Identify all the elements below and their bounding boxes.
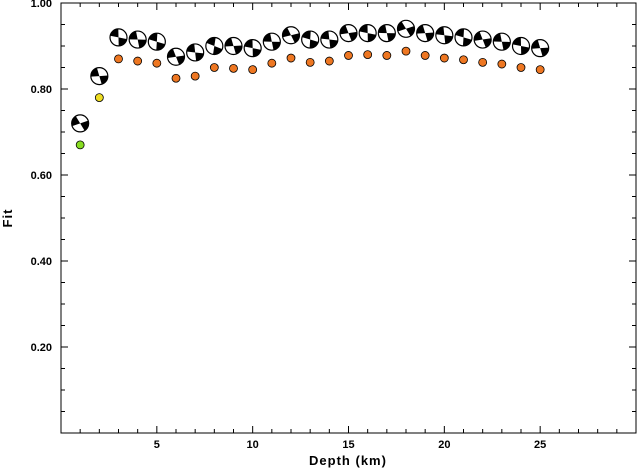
focal-mechanism-icon	[473, 30, 492, 49]
fit-point	[94, 93, 104, 102]
fit-point	[459, 55, 468, 65]
y-tick-label: 0.80	[31, 84, 52, 96]
focal-mechanism-icon	[186, 43, 205, 62]
focal-mechanism-icon	[531, 39, 550, 58]
focal-mechanism-icon	[416, 23, 435, 43]
plot-frame	[60, 2, 637, 434]
focal-mechanism-icon	[358, 23, 377, 43]
focal-mechanism-icon	[454, 28, 473, 47]
y-tick-label: 0.40	[31, 256, 52, 268]
focal-mechanism-icon	[262, 32, 281, 51]
focal-mechanism-icon	[128, 30, 147, 49]
focal-mechanism-icon	[396, 19, 416, 38]
fit-point	[286, 53, 296, 63]
fit-point	[324, 56, 334, 66]
focal-mechanism-icon	[147, 32, 166, 51]
focal-mechanism-icon	[243, 39, 262, 58]
focal-mechanism-icon	[71, 114, 90, 133]
y-tick-label: 0.60	[31, 170, 52, 182]
fit-point	[344, 51, 353, 60]
fit-point	[114, 54, 123, 64]
fit-point	[516, 63, 526, 72]
x-axis-label: Depth (km)	[309, 453, 387, 468]
fit-point	[420, 51, 430, 60]
fit-point	[190, 71, 200, 81]
focal-mechanism-icon	[281, 26, 301, 45]
x-tick-label: 15	[342, 439, 354, 451]
focal-mechanism-icon	[377, 23, 396, 43]
fit-point	[152, 58, 162, 68]
data-points	[71, 19, 550, 150]
fit-point	[535, 65, 545, 75]
fit-point	[363, 50, 373, 59]
x-axis-ticks: 5 10 15 20 25	[79, 3, 618, 451]
focal-mechanism-icon	[224, 36, 243, 56]
fit-point	[267, 58, 277, 68]
focal-mechanism-icon	[511, 36, 531, 56]
focal-mechanism-icon	[90, 66, 109, 86]
focal-mechanism-icon	[435, 26, 454, 45]
y-axis-ticks: 0.20 0.40 0.60 0.80 1.00	[31, 0, 636, 434]
fit-point	[171, 73, 181, 83]
fit-point	[133, 56, 143, 66]
fit-point	[497, 59, 507, 69]
fit-point	[305, 57, 315, 67]
y-tick-label: 0.20	[31, 342, 52, 354]
x-tick-label: 5	[154, 439, 160, 451]
focal-mechanism-icon	[492, 32, 511, 51]
fit-point	[382, 51, 392, 60]
fit-point	[229, 63, 238, 73]
focal-mechanism-icon	[205, 36, 224, 56]
x-tick-label: 25	[534, 439, 546, 451]
x-tick-label: 10	[247, 439, 259, 451]
y-axis-label: Fit	[0, 209, 15, 228]
focal-mechanism-icon	[109, 28, 128, 47]
focal-mechanism-icon	[339, 23, 358, 43]
y-tick-label: 1.00	[31, 0, 52, 10]
focal-mechanism-icon	[166, 47, 186, 66]
fit-point	[248, 65, 258, 75]
x-tick-label: 20	[438, 439, 450, 451]
fit-point	[401, 46, 411, 56]
fit-point	[75, 140, 85, 150]
fit-point	[209, 63, 219, 72]
focal-mechanism-icon	[301, 30, 320, 49]
fit-point	[478, 57, 488, 67]
fit-point	[439, 53, 449, 63]
focal-mechanism-icon	[320, 30, 339, 49]
